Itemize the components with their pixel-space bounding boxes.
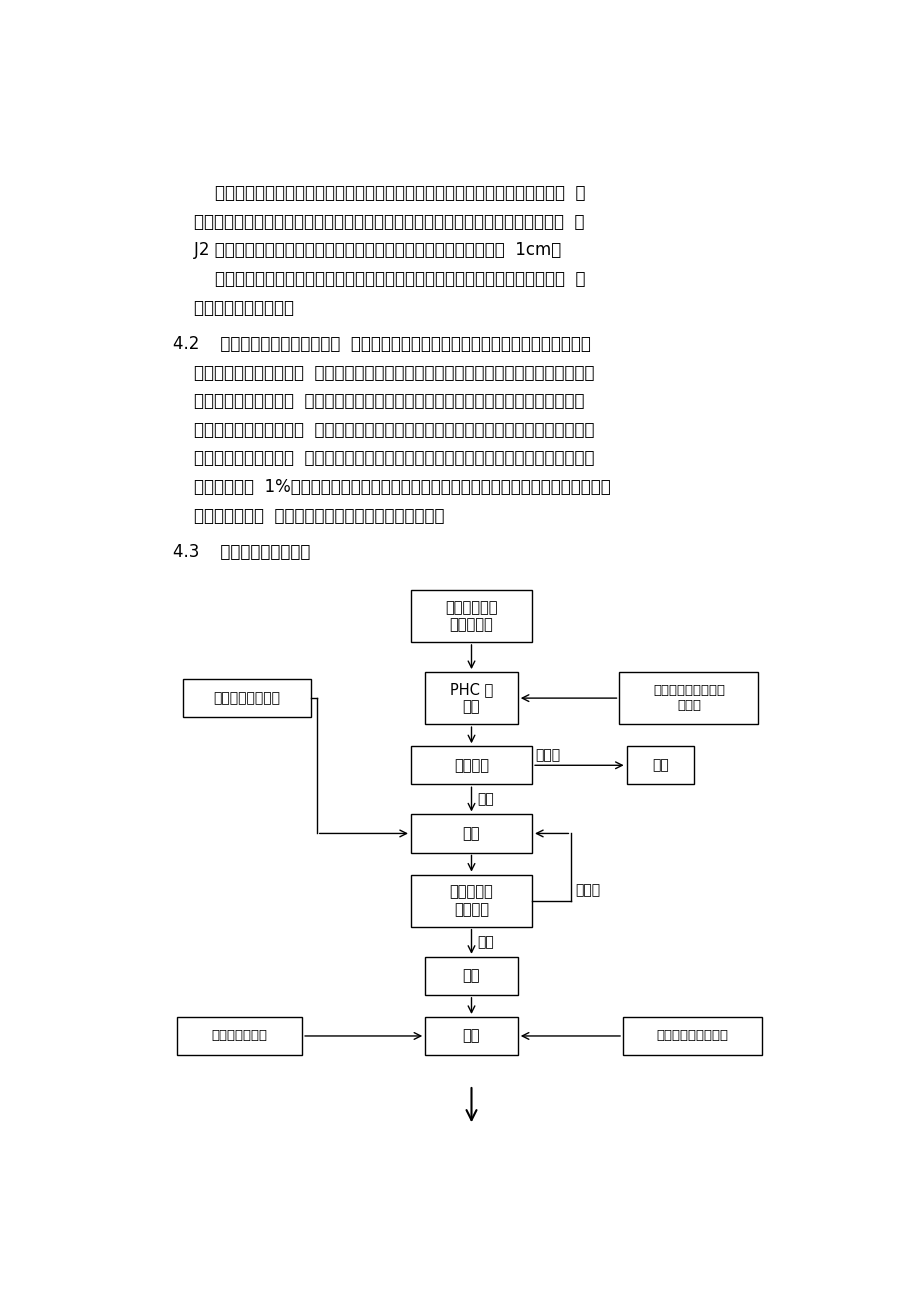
Text: 桩基的轴线和高程的控制桩，应设置在不受打桩影响的地点，对现场的各个轴线  及: 桩基的轴线和高程的控制桩，应设置在不受打桩影响的地点，对现场的各个轴线 及 [174, 185, 585, 202]
Text: 桩身垂直度校正: 桩身垂直度校正 [211, 1030, 267, 1043]
Bar [411, 875, 531, 927]
Text: 焊接设备及材料准备: 焊接设备及材料准备 [656, 1030, 728, 1043]
Text: 插桩: 插桩 [462, 825, 480, 841]
Bar [425, 1017, 517, 1055]
Bar [411, 590, 531, 642]
Text: 退场: 退场 [652, 758, 668, 772]
Text: 不合格: 不合格 [535, 749, 561, 762]
Text: 测量放线、定桩位: 测量放线、定桩位 [213, 691, 280, 706]
Text: J2 经纬仪测放出各工程桩，要求用小竹桩进行放样，其误差不得大于  1cm。: J2 经纬仪测放出各工程桩，要求用小竹桩进行放样，其误差不得大于 1cm。 [174, 241, 562, 259]
Text: 施工机械进场、组装
和就位: 施工机械进场、组装 和就位 [652, 684, 724, 712]
Text: PHC 桩
进场: PHC 桩 进场 [449, 682, 493, 715]
Bar [425, 957, 517, 995]
Text: 不合格: 不合格 [574, 884, 599, 897]
Text: 合格: 合格 [477, 935, 494, 949]
Bar [183, 680, 311, 717]
Text: 合格: 合格 [477, 793, 494, 806]
Bar [626, 746, 694, 784]
Text: 填土区域，应用白粉线标  明界限。工程桩基区域范围回填优质土并分层压实，达到地耐力: 填土区域，应用白粉线标 明界限。工程桩基区域范围回填优质土并分层压实，达到地耐力 [174, 363, 595, 381]
Text: 桩身垂直度
桩位校正: 桩身垂直度 桩位校正 [449, 884, 493, 917]
Text: 轴线定位还应做好复核工作，每次复核测量数据应存档备查，并请监理及业主单  位: 轴线定位还应做好复核工作，每次复核测量数据应存档备查，并请监理及业主单 位 [174, 270, 585, 288]
Bar [622, 1017, 761, 1055]
Text: 4.3    管桩施工工艺流程图: 4.3 管桩施工工艺流程图 [174, 543, 311, 561]
Text: 核验，做好验收资料。: 核验，做好验收资料。 [174, 298, 294, 316]
Text: 高程控制桩用现拌混凝土进行稳固保护，再根据轴线桩布设各条轴线的各分轴线桩，  用: 高程控制桩用现拌混凝土进行稳固保护，再根据轴线桩布设各条轴线的各分轴线桩， 用 [174, 214, 584, 230]
Text: 灰粉标明界限示警。积  水低洼处除排水外，铺设碎石或建筑垃圾。沉桩区域场地应坚实平: 灰粉标明界限示警。积 水低洼处除排水外，铺设碎石或建筑垃圾。沉桩区域场地应坚实平 [174, 449, 595, 467]
Bar [411, 746, 531, 784]
Text: 接桩: 接桩 [462, 1029, 480, 1043]
Text: 施工现场平面
布置和处理: 施工现场平面 布置和处理 [445, 600, 497, 631]
Bar [411, 815, 531, 853]
Text: 沉桩: 沉桩 [462, 969, 480, 983]
Text: 4.2    施工场地平整和施工前准备  空间和地下障碍物及地下管线应查明并清除，如场地有: 4.2 施工场地平整和施工前准备 空间和地下障碍物及地下管线应查明并清除，如场地… [174, 335, 591, 353]
Text: 要求确保桩机的安全。  目前场地已平整完毕，但地下混入大石块或障碍物，必须清理干: 要求确保桩机的安全。 目前场地已平整完毕，但地下混入大石块或障碍物，必须清理干 [174, 392, 584, 410]
Bar [618, 672, 757, 724]
Bar [425, 672, 517, 724]
Text: 位提供的控制点  放出桩位，并报请现场监理复核确认。: 位提供的控制点 放出桩位，并报请现场监理复核确认。 [174, 506, 445, 525]
Text: 净，保证打桩顺利进行，  为确保打桩桩位的精度，打桩设备进场前，应将回填土范围用石: 净，保证打桩顺利进行， 为确保打桩桩位的精度，打桩设备进场前，应将回填土范围用石 [174, 421, 595, 439]
Text: 整，坡度小于  1%。沉桩区域应无明显积水，地势较低处应设明沟及盲沟排水。根据建设单: 整，坡度小于 1%。沉桩区域应无明显积水，地势较低处应设明沟及盲沟排水。根据建设… [174, 478, 610, 496]
Bar [177, 1017, 301, 1055]
Text: 桩身检查: 桩身检查 [453, 758, 489, 773]
